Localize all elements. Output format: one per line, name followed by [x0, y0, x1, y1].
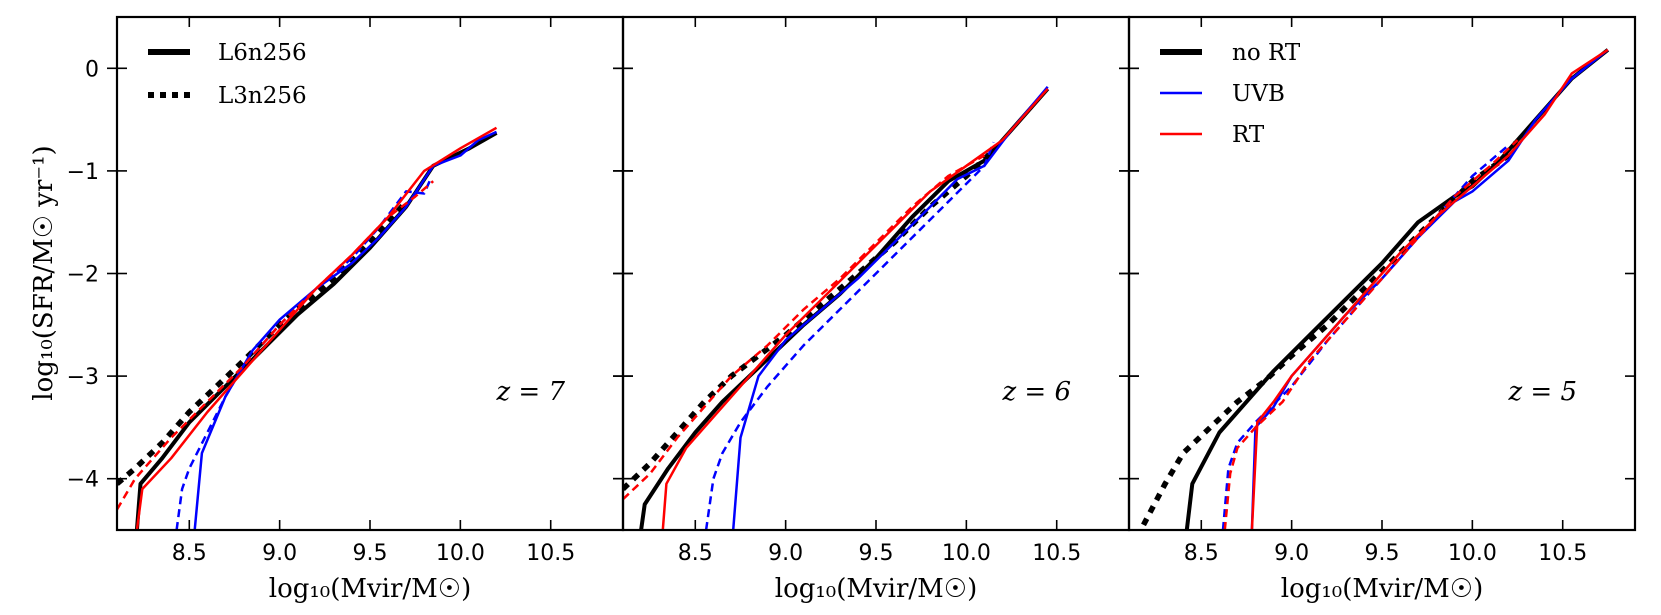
y-tick-label: 0	[85, 57, 99, 82]
x-tick-label: 9.5	[859, 541, 894, 566]
series-line-rt-l3n256	[117, 180, 435, 511]
redshift-label: z = 7	[495, 377, 565, 407]
legend-linestyle: L6n256 L3n256	[148, 40, 307, 109]
x-tick-label: 9.0	[1274, 541, 1309, 566]
x-tick-label: 10.5	[1538, 541, 1587, 566]
series-line-no-rt-l3n256	[117, 199, 409, 486]
y-tick-label: −1	[67, 160, 99, 185]
x-tick-label: 9.5	[1365, 541, 1400, 566]
series-line-no-rt-l6n256	[134, 131, 498, 530]
panel-frame	[115, 15, 625, 532]
legend-label-rt: RT	[1232, 122, 1265, 148]
series-line-uvb-l3n256	[175, 180, 431, 530]
redshift-label: z = 6	[1001, 377, 1071, 407]
x-axis-label: log₁₀(Mvir/M☉)	[269, 574, 472, 604]
series-line-uvb-l3n256	[704, 141, 995, 530]
series-line-rt-l3n256	[1223, 139, 1519, 530]
y-axis-label: log₁₀(SFR/M☉ yr⁻¹)	[29, 145, 59, 400]
x-tick-label: 10.5	[1032, 541, 1081, 566]
panel-frame	[1127, 15, 1637, 532]
series-line-rt-l3n256	[623, 154, 986, 501]
legend-label-l3n256: L3n256	[218, 83, 307, 109]
x-tick-label: 9.5	[353, 541, 388, 566]
y-tick-label: −2	[67, 263, 99, 288]
series-line-uvb-l6n256	[1250, 48, 1609, 530]
x-tick-label: 10.0	[436, 541, 485, 566]
x-tick-label: 10.0	[942, 541, 991, 566]
panel-z5: 8.5 9.0 9.5 10.0 10.5 z = 5 log₁₀(Mvir/M☉) n…	[1119, 15, 1637, 604]
series-line-uvb-l6n256	[731, 85, 1049, 530]
series-line-rt-l6n256	[135, 126, 498, 530]
panel-z7: 8.5 9.0 9.5 10.0 10.5 0 −1 −2 −3 −4 z = 7 log₁₀(M…	[67, 15, 633, 604]
x-tick-label: 10.0	[1448, 541, 1497, 566]
series-line-no-rt-l6n256	[639, 87, 1050, 530]
y-tick-label: −4	[67, 468, 99, 493]
x-tick-label: 8.5	[1184, 541, 1219, 566]
x-axis-label: log₁₀(Mvir/M☉)	[1281, 574, 1484, 604]
series-line-no-rt-l6n256	[1184, 48, 1610, 530]
legend-label-l6n256: L6n256	[218, 40, 307, 66]
panel-z6: 8.5 9.0 9.5 10.0 10.5 z = 6 log₁₀(Mvir/M☉)	[613, 15, 1139, 604]
series-line-rt-l6n256	[1250, 48, 1609, 530]
series-line-no-rt-l3n256	[1141, 138, 1520, 527]
legend-color: no RT UVB RT	[1160, 40, 1301, 148]
x-tick-label: 10.5	[526, 541, 575, 566]
legend-label-no-rt: no RT	[1232, 40, 1301, 66]
x-axis-label: log₁₀(Mvir/M☉)	[775, 574, 978, 604]
x-tick-label: 8.5	[678, 541, 713, 566]
legend-label-uvb: UVB	[1232, 81, 1285, 107]
x-tick-label: 9.0	[262, 541, 297, 566]
series-line-uvb-l6n256	[193, 130, 498, 530]
x-tick-label: 8.5	[172, 541, 207, 566]
redshift-label: z = 5	[1507, 377, 1577, 407]
series-line-rt-l6n256	[661, 87, 1049, 530]
x-tick-label: 9.0	[768, 541, 803, 566]
y-tick-label: −3	[67, 365, 99, 390]
series-line-uvb-l3n256	[1221, 144, 1510, 530]
